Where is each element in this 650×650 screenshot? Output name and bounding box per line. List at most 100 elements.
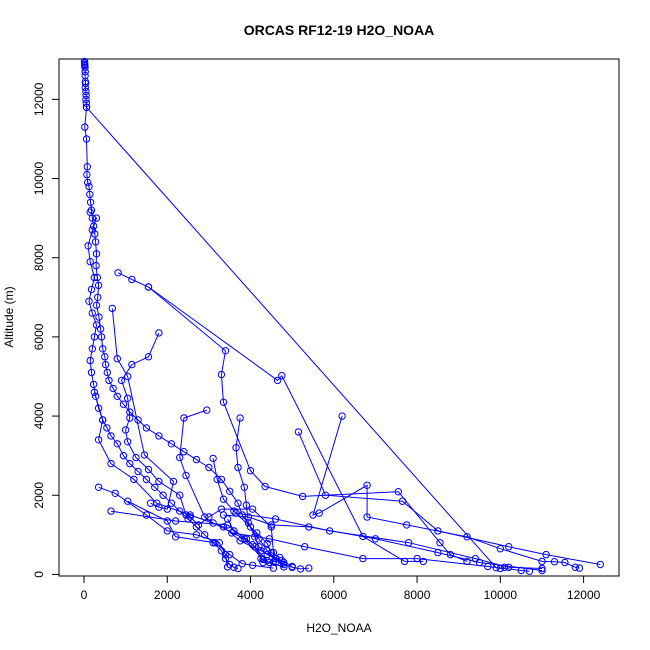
data-point <box>186 513 194 521</box>
data-point <box>107 459 115 468</box>
series-line <box>127 500 274 569</box>
data-point <box>571 563 579 571</box>
data-point <box>85 297 93 305</box>
data-point <box>103 368 112 377</box>
data-point <box>128 275 136 284</box>
data-point <box>113 440 122 448</box>
data-point <box>436 539 444 547</box>
data-point <box>113 392 122 400</box>
data-point <box>153 499 161 507</box>
data-point <box>236 537 244 545</box>
data-point <box>144 465 153 474</box>
data-point <box>96 325 105 333</box>
data-point <box>92 261 100 270</box>
data-point <box>403 521 411 529</box>
data-point <box>163 517 172 525</box>
data-point <box>142 424 151 432</box>
data-point <box>242 501 251 509</box>
data-point <box>232 444 240 452</box>
data-point <box>87 285 96 294</box>
y-tick-label: 10000 <box>32 162 46 196</box>
data-point <box>167 440 176 448</box>
data-point <box>163 505 172 513</box>
data-point <box>203 406 211 414</box>
data-point <box>82 103 91 112</box>
data-point <box>171 533 180 541</box>
data-point <box>124 438 132 446</box>
data-point <box>103 424 111 432</box>
data-point <box>298 492 307 501</box>
data-point <box>236 414 244 422</box>
data-point <box>217 370 226 379</box>
series-2 <box>82 103 509 573</box>
data-point <box>155 432 163 440</box>
data-point <box>86 356 94 365</box>
data-point <box>101 353 109 361</box>
series-line <box>84 61 309 570</box>
series-group <box>80 57 604 575</box>
data-point <box>596 560 604 569</box>
data-point <box>269 558 278 566</box>
data-point <box>273 376 282 385</box>
data-point <box>81 79 90 88</box>
data-point <box>219 398 228 406</box>
data-point <box>246 467 255 475</box>
data-point <box>240 483 249 491</box>
data-point <box>182 471 190 480</box>
data-point <box>91 392 100 400</box>
data-point <box>280 558 288 567</box>
data-point <box>142 475 151 484</box>
data-point <box>86 190 94 199</box>
data-point <box>248 505 257 513</box>
series-10 <box>309 412 584 572</box>
series-line <box>312 415 580 569</box>
series-16 <box>90 388 296 571</box>
data-point <box>192 523 201 531</box>
data-point <box>234 499 242 507</box>
data-point <box>496 545 504 553</box>
data-point <box>267 523 275 531</box>
data-point <box>296 565 305 573</box>
data-point <box>257 547 265 555</box>
series-6 <box>108 304 178 513</box>
data-point <box>86 198 95 207</box>
data-point <box>267 521 275 529</box>
data-point <box>205 463 213 472</box>
series-line <box>98 486 229 567</box>
data-point <box>263 539 271 548</box>
data-point <box>221 347 230 355</box>
data-point <box>257 554 265 563</box>
data-point <box>192 455 201 464</box>
data-point <box>126 414 134 422</box>
data-point <box>305 523 313 531</box>
data-point <box>538 566 546 575</box>
data-point <box>288 562 296 571</box>
data-point <box>398 497 407 505</box>
series-5 <box>144 283 471 566</box>
series-line <box>120 332 276 563</box>
data-point <box>82 95 90 104</box>
data-point <box>209 519 217 527</box>
data-point <box>83 170 91 179</box>
data-point <box>132 453 140 462</box>
series-11 <box>294 428 604 569</box>
data-point <box>92 214 101 222</box>
data-point <box>228 529 236 537</box>
data-point <box>101 360 110 369</box>
data-point <box>84 242 92 250</box>
data-point <box>88 309 97 317</box>
data-point <box>363 481 371 489</box>
data-point <box>371 535 380 543</box>
data-point <box>99 416 107 424</box>
data-point <box>538 564 546 573</box>
data-point <box>81 83 89 92</box>
data-point <box>151 483 159 491</box>
data-point <box>176 453 184 462</box>
data-point <box>163 527 172 535</box>
data-point <box>90 273 99 282</box>
data-point <box>363 513 371 521</box>
data-point <box>394 488 402 496</box>
data-point <box>81 68 89 76</box>
data-point <box>94 281 103 290</box>
x-tick-label: 2000 <box>154 588 181 602</box>
